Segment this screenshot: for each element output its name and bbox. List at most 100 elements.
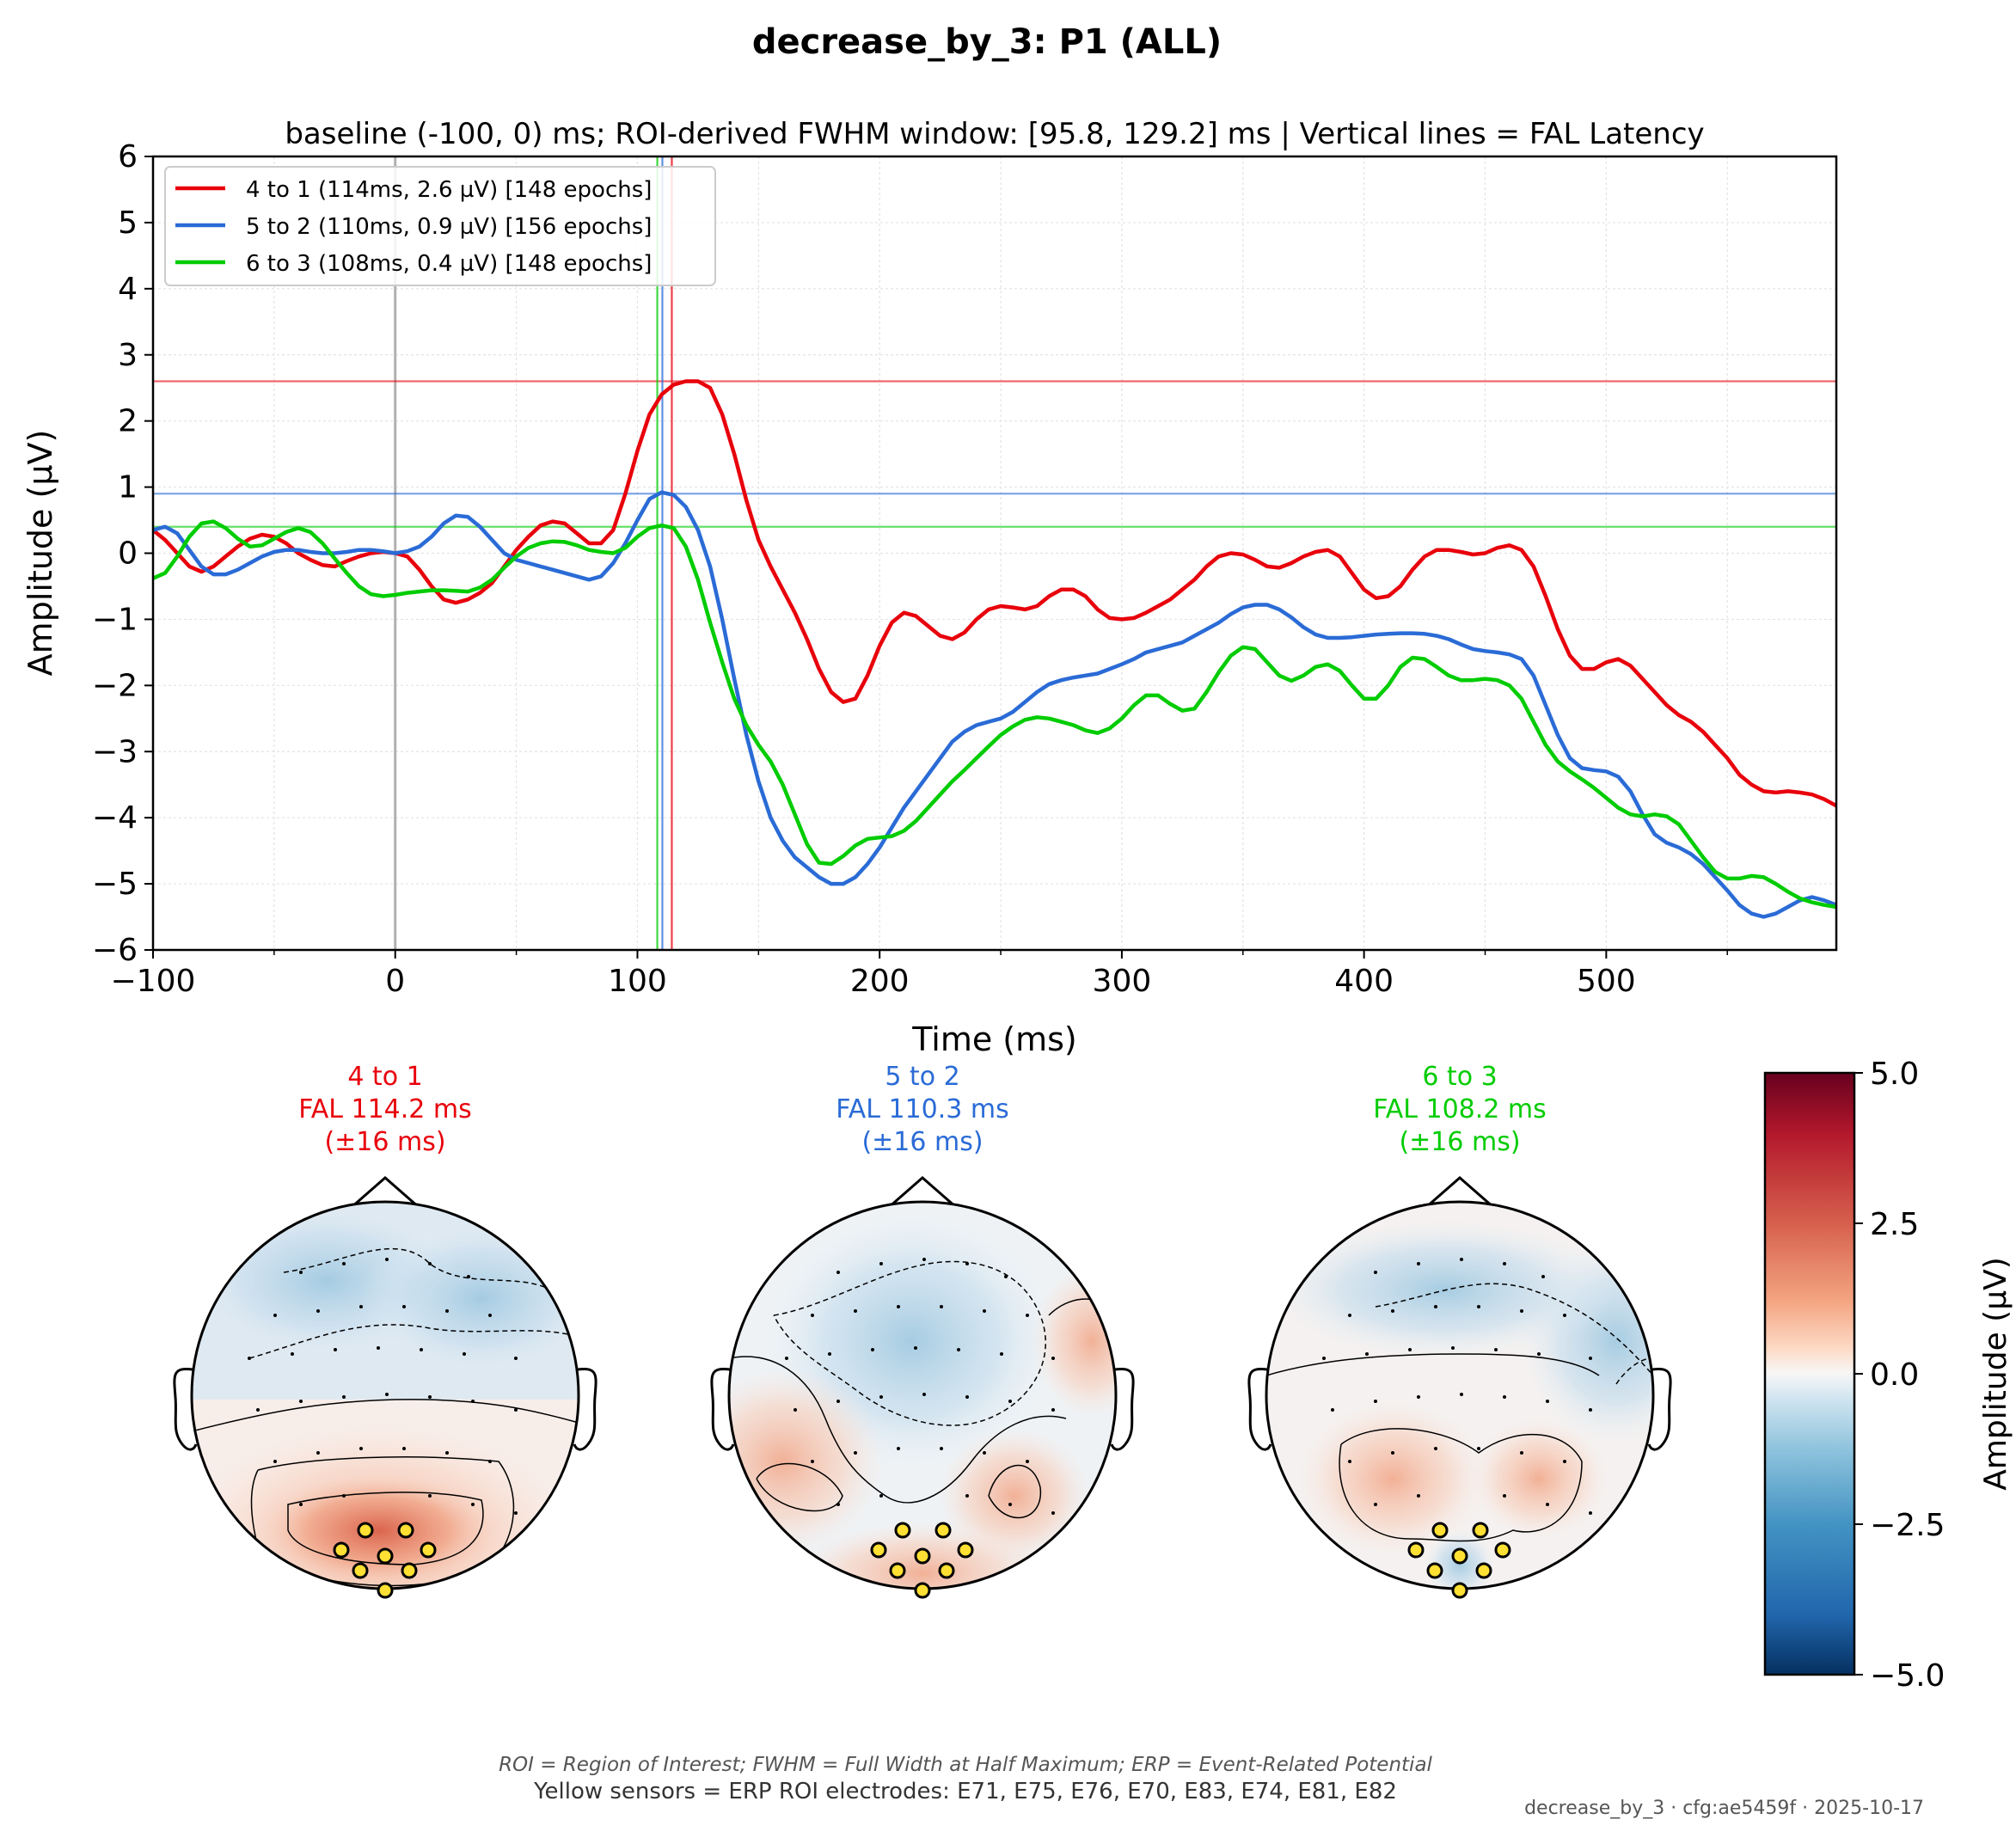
roi-electrode-marker	[357, 1522, 374, 1539]
roi-electrode-marker	[1407, 1541, 1425, 1559]
x-tick-label: 500	[1577, 964, 1636, 999]
roi-electrode-marker	[914, 1547, 931, 1565]
sensor-dots	[248, 1258, 518, 1515]
x-tick-label: 100	[608, 964, 667, 999]
topomap-title-line: 4 to 1	[347, 1062, 422, 1092]
y-tick-label: −1	[92, 602, 138, 637]
roi-electrode-marker	[894, 1522, 911, 1539]
contour-line	[1615, 1357, 1653, 1385]
contour-line	[248, 1324, 579, 1359]
y-tick-label: −3	[92, 734, 138, 769]
topomap-title-line: FAL 110.3 ms	[836, 1094, 1009, 1124]
roi-electrode-marker	[401, 1562, 418, 1579]
colorbar-label: Amplitude (µV)	[1978, 1257, 2013, 1491]
contour-line	[1375, 1283, 1653, 1376]
footer-roi-electrodes: Yellow sensors = ERP ROI electrodes: E71…	[533, 1779, 1397, 1804]
roi-electrode-marker	[420, 1541, 437, 1559]
topomap-5to2	[710, 1176, 1135, 1599]
y-tick-label: −5	[92, 867, 138, 902]
roi-electrodes	[1407, 1522, 1511, 1599]
series-lines	[153, 379, 1836, 919]
contour-line	[1339, 1428, 1583, 1542]
y-tick-label: −4	[92, 800, 138, 836]
topomap-title-6to3: 6 to 3 FAL 108.2 ms (±16 ms)	[1373, 1062, 1547, 1157]
roi-electrode-marker	[377, 1547, 394, 1565]
roi-electrode-marker	[333, 1541, 350, 1559]
plot-subtitle: baseline (-100, 0) ms; ROI-derived FWHM …	[285, 117, 1704, 151]
topomap-title-line: 6 to 3	[1422, 1062, 1497, 1092]
roi-electrode-marker	[1475, 1562, 1492, 1579]
contour-line	[756, 1462, 843, 1512]
legend: 4 to 1 (114ms, 2.6 µV) [148 epochs] 5 to…	[164, 166, 716, 286]
y-tick-label: 4	[118, 272, 138, 307]
roi-electrode-marker	[914, 1582, 931, 1599]
roi-electrode-marker	[938, 1562, 955, 1579]
axis-ticks: −100 0 100 200 300 400 500 −6 −5 −4 −3 −2 −1 0 1 2 3 4 5 6	[92, 139, 1728, 999]
y-tick-label: 0	[118, 536, 138, 572]
roi-electrode-marker	[934, 1522, 952, 1539]
topomap-4to1	[173, 1176, 597, 1599]
colorbar-tick-label: 0.0	[1870, 1357, 1919, 1393]
series-line	[153, 519, 1836, 910]
contour-line	[773, 1260, 1046, 1426]
y-tick-label: −6	[92, 933, 138, 968]
roi-electrode-marker	[1494, 1541, 1511, 1559]
roi-electrode-marker	[397, 1522, 414, 1539]
nose	[350, 1176, 420, 1210]
y-axis-label: Amplitude (µV)	[21, 430, 59, 677]
topomap-title-line: FAL 114.2 ms	[298, 1094, 472, 1124]
colorbar-tick-label: −2.5	[1870, 1508, 1945, 1543]
contour-line	[729, 1356, 1067, 1504]
topomap-title-5to2: 5 to 2 FAL 110.3 ms (±16 ms)	[836, 1062, 1009, 1157]
roi-electrodes	[333, 1522, 437, 1599]
roi-electrode-marker	[1472, 1522, 1489, 1539]
legend-entry-4to1: 4 to 1 (114ms, 2.6 µV) [148 epochs]	[246, 177, 652, 203]
roi-electrode-marker	[1451, 1547, 1468, 1565]
roi-electrode-marker	[870, 1541, 887, 1559]
nose	[887, 1176, 958, 1210]
legend-box	[164, 166, 716, 286]
colorbar-tick-label: −5.0	[1870, 1658, 1945, 1694]
legend-entry-6to3: 6 to 3 (108ms, 0.4 µV) [148 epochs]	[246, 251, 652, 277]
roi-electrodes	[870, 1522, 974, 1599]
colorbar-ticks: 5.0 2.5 0.0 −2.5 −5.0	[1854, 1057, 1945, 1694]
y-tick-label: 6	[118, 139, 138, 175]
topomap-title-4to1: 4 to 1 FAL 114.2 ms (±16 ms)	[298, 1062, 472, 1157]
topomap-title-line: (±16 ms)	[1399, 1127, 1520, 1157]
colorbar: 5.0 2.5 0.0 −2.5 −5.0 Amplitude (µV)	[1763, 1057, 2013, 1694]
series-line	[153, 490, 1836, 919]
topomap-title-line: FAL 108.2 ms	[1373, 1094, 1547, 1124]
contour-line	[1266, 1353, 1600, 1376]
roi-electrode-marker	[1431, 1522, 1449, 1539]
y-tick-label: −2	[92, 668, 138, 703]
topomap-title-line: (±16 ms)	[324, 1127, 445, 1157]
roi-electrode-marker	[377, 1582, 394, 1599]
x-tick-label: 0	[385, 964, 405, 999]
contour-line	[192, 1399, 579, 1432]
colorbar-tick-label: 5.0	[1870, 1057, 1919, 1092]
sensor-dots	[1322, 1258, 1592, 1515]
colorbar-gradient	[1763, 1071, 1856, 1676]
contour-line	[287, 1492, 484, 1565]
roi-electrode-marker	[1451, 1582, 1468, 1599]
roi-electrode-marker	[1426, 1562, 1443, 1579]
roi-electrode-marker	[889, 1562, 906, 1579]
topomap-6to3	[1247, 1176, 1672, 1599]
roi-electrode-marker	[352, 1562, 369, 1579]
x-tick-label: 200	[850, 964, 910, 999]
colorbar-tick-label: 2.5	[1870, 1207, 1919, 1242]
x-tick-label: 400	[1334, 964, 1394, 999]
y-tick-label: 2	[118, 404, 138, 439]
topomap-title-line: 5 to 2	[885, 1062, 959, 1092]
sensor-dots	[785, 1258, 1055, 1515]
nose	[1425, 1176, 1495, 1210]
y-tick-label: 5	[118, 205, 138, 241]
x-axis-label: Time (ms)	[911, 1020, 1077, 1058]
y-tick-label: 3	[118, 338, 138, 373]
legend-entry-5to2: 5 to 2 (110ms, 0.9 µV) [156 epochs]	[246, 214, 652, 240]
roi-electrode-marker	[957, 1541, 974, 1559]
footer-stamp: decrease_by_3 · cfg:ae5459f · 2025-10-17	[1524, 1798, 1924, 1819]
contour-line	[988, 1464, 1042, 1519]
x-tick-label: −100	[111, 964, 196, 999]
